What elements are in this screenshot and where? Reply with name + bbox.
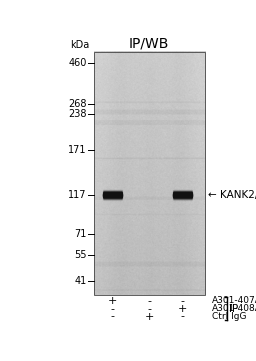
- Text: +: +: [178, 304, 187, 314]
- Bar: [93, 52, 205, 295]
- Text: 41: 41: [74, 276, 87, 286]
- Text: 171: 171: [68, 145, 87, 155]
- Bar: [173, 194, 192, 196]
- Text: 71: 71: [74, 229, 87, 239]
- Text: IP: IP: [229, 304, 238, 314]
- Text: kDa: kDa: [70, 40, 90, 50]
- Text: A301-407A: A301-407A: [211, 296, 256, 305]
- Text: -: -: [110, 312, 114, 322]
- Text: -: -: [181, 312, 185, 322]
- Text: 55: 55: [74, 249, 87, 260]
- Text: +: +: [144, 312, 154, 322]
- Text: IP/WB: IP/WB: [129, 36, 169, 50]
- Text: -: -: [147, 296, 151, 306]
- Text: +: +: [108, 296, 117, 306]
- Bar: [103, 194, 122, 196]
- Text: ← KANK2/SIP: ← KANK2/SIP: [208, 190, 256, 200]
- Text: 238: 238: [68, 109, 87, 119]
- Text: A301-408A: A301-408A: [211, 304, 256, 313]
- Text: -: -: [147, 304, 151, 314]
- Text: 268: 268: [68, 100, 87, 109]
- Text: -: -: [110, 304, 114, 314]
- Text: Ctrl IgG: Ctrl IgG: [211, 312, 246, 321]
- Text: 117: 117: [68, 190, 87, 200]
- Text: -: -: [181, 296, 185, 306]
- Text: 460: 460: [68, 58, 87, 68]
